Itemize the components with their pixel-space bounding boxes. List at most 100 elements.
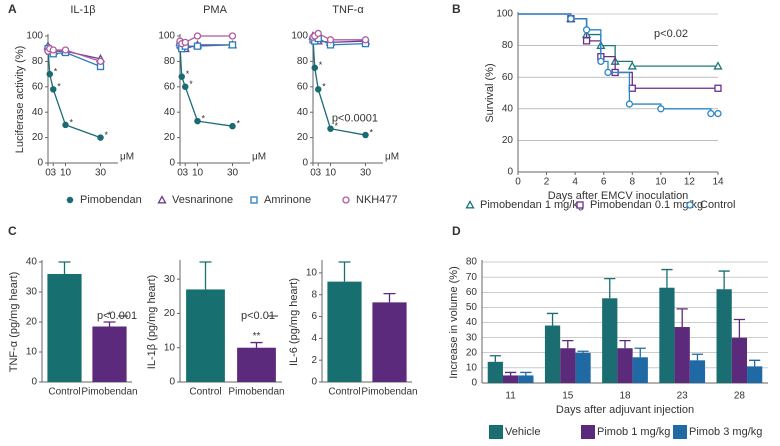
marker <box>314 29 322 38</box>
x-tick-label: Pimobendan <box>361 387 417 398</box>
y-tick-label: 40 <box>297 107 309 118</box>
error-bar <box>546 312 559 326</box>
y-tick-label: 10 <box>164 342 176 353</box>
error-bar <box>718 270 730 290</box>
bar <box>716 289 732 383</box>
y-tick-label: 60 <box>164 81 176 92</box>
error-bar <box>489 355 501 362</box>
y-tick-label: 80 <box>502 40 514 51</box>
legend-label: Control <box>700 199 735 211</box>
marker <box>228 32 237 40</box>
x-unit: μM <box>252 152 266 163</box>
error-bar <box>634 347 646 358</box>
x-tick-label: Pimobendan <box>228 387 284 398</box>
bar <box>560 348 576 383</box>
x-tick-label: 30 <box>95 168 107 179</box>
error-bar <box>749 359 761 367</box>
chart-title: TNF-α <box>332 4 364 16</box>
error-bar <box>577 350 589 353</box>
bar <box>327 281 362 382</box>
error-bar <box>604 277 616 299</box>
legend-label: Amrinone <box>264 194 311 206</box>
legend-swatch <box>673 425 687 439</box>
x-tick-label: 11 <box>505 391 516 402</box>
legend-marker <box>342 196 350 204</box>
bar <box>544 325 561 383</box>
y-tick-label: 0 <box>311 377 317 388</box>
significance-mark: * <box>57 82 61 92</box>
legend-marker <box>66 196 74 204</box>
y-tick-label: 100 <box>291 31 308 42</box>
marker <box>714 84 722 92</box>
marker <box>311 64 318 72</box>
x-tick-label: Control <box>328 387 360 398</box>
annotation: p<0.02 <box>654 28 688 40</box>
x-tick-label: 14 <box>712 177 724 188</box>
legend-label: Vehicle <box>505 426 540 438</box>
y-tick-label: 30 <box>26 287 38 298</box>
error-bar <box>520 371 532 376</box>
legend-label: Pimob 3 mg/kg <box>689 426 762 438</box>
legend-marker <box>157 195 167 204</box>
bar <box>575 352 591 383</box>
bar <box>186 289 225 382</box>
bar <box>674 327 690 383</box>
y-tick-label: 40 <box>32 107 44 118</box>
legend-marker <box>465 200 475 209</box>
bar <box>632 357 648 383</box>
marker <box>707 109 715 118</box>
y-tick-label: 70 <box>466 272 478 283</box>
y-axis-label: IL-1β (pg/mg heart) <box>146 275 158 369</box>
marker <box>193 42 202 50</box>
marker <box>714 109 722 118</box>
error-bar <box>383 292 396 303</box>
marker <box>625 100 634 108</box>
error-bar <box>250 341 263 348</box>
y-axis-label: TNF-α (pg/mg heart) <box>8 272 20 373</box>
y-tick-label: 50 <box>466 302 478 313</box>
marker <box>628 84 636 92</box>
series-line <box>518 13 718 115</box>
x-tick-label: 3 <box>315 168 321 179</box>
y-tick-label: 0 <box>302 158 308 169</box>
marker <box>229 122 236 130</box>
panel-letter: B <box>452 2 461 16</box>
y-tick-label: 8 <box>311 289 317 300</box>
x-tick-label: 10 <box>655 177 667 188</box>
x-tick-label: 23 <box>677 391 689 402</box>
legend-label: Pimobendan <box>80 194 142 206</box>
marker <box>604 68 612 77</box>
marker <box>49 46 57 54</box>
bar <box>617 348 633 383</box>
y-tick-label: 20 <box>164 308 176 319</box>
bar <box>747 366 763 383</box>
significance-mark: * <box>322 82 326 92</box>
marker <box>46 70 54 78</box>
annotation: p<0.001 <box>97 310 137 322</box>
y-tick-label: 0 <box>507 167 513 178</box>
x-tick-label: Pimobendan <box>81 387 137 398</box>
marker <box>627 61 637 70</box>
x-tick-label: 28 <box>734 391 746 402</box>
y-tick-label: 100 <box>496 9 513 20</box>
y-tick-label: 80 <box>164 56 176 67</box>
significance-mark: ** <box>253 331 261 342</box>
y-tick-label: 0 <box>169 158 175 169</box>
bar <box>92 326 127 382</box>
error-bar <box>504 371 517 376</box>
x-tick-label: 8 <box>630 177 636 188</box>
x-tick-label: 3 <box>182 168 188 179</box>
marker <box>361 36 370 44</box>
y-tick-label: 10 <box>306 268 318 279</box>
y-tick-label: 20 <box>297 132 309 143</box>
y-tick-label: 40 <box>164 107 176 118</box>
x-tick-label: 0 <box>45 168 51 179</box>
legend-label: Pimobendan 0.1 mg/kg <box>590 199 703 211</box>
y-tick-label: 20 <box>32 132 44 143</box>
bar <box>47 274 82 382</box>
x-tick-label: Control <box>48 387 80 398</box>
y-tick-label: 30 <box>164 274 176 285</box>
y-axis-label: Luciferase activity (%) <box>14 46 26 154</box>
marker <box>713 61 723 70</box>
y-tick-label: 30 <box>466 332 478 343</box>
